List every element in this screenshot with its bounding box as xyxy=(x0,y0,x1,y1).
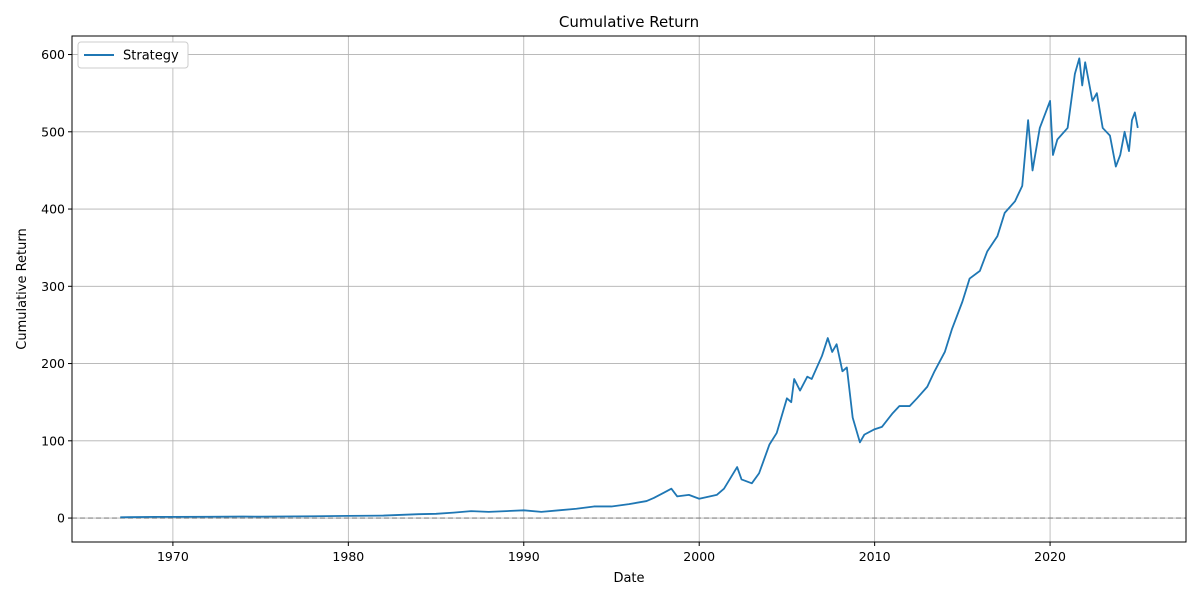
y-axis-ticks: 0 100 200 300 400 500 600 xyxy=(41,47,72,526)
x-axis-label: Date xyxy=(613,571,644,586)
legend: Strategy xyxy=(77,41,189,69)
y-tick-label: 600 xyxy=(41,47,65,62)
x-tick-label: 1990 xyxy=(508,549,540,564)
plot-frame xyxy=(71,35,1187,543)
y-tick-label: 100 xyxy=(41,433,65,448)
x-axis-ticks: 1970 1980 1990 2000 2010 2020 xyxy=(157,542,1066,564)
x-tick-label: 1980 xyxy=(332,549,364,564)
y-axis-label: Cumulative Return xyxy=(15,228,30,349)
y-tick-label: 300 xyxy=(41,279,65,294)
y-tick-label: 500 xyxy=(41,124,65,139)
y-tick-label: 0 xyxy=(57,511,65,526)
x-tick-label: 2020 xyxy=(1034,549,1066,564)
x-tick-label: 2000 xyxy=(683,549,715,564)
x-tick-label: 2010 xyxy=(859,549,891,564)
x-tick-label: 1970 xyxy=(157,549,189,564)
y-tick-label: 200 xyxy=(41,356,65,371)
y-tick-label: 400 xyxy=(41,202,65,217)
chart-title: Cumulative Return xyxy=(559,13,699,31)
legend-label-strategy: Strategy xyxy=(123,49,179,64)
legend-box xyxy=(77,41,189,69)
series-layer xyxy=(120,57,1139,519)
series-line-strategy xyxy=(120,57,1139,519)
